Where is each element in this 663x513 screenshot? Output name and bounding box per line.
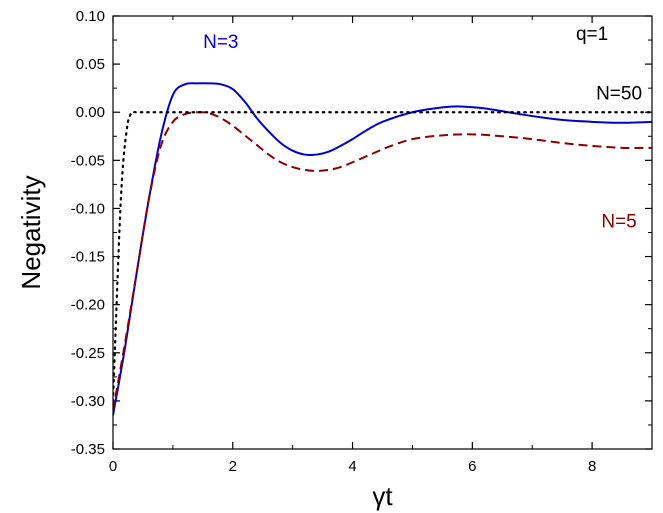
plot-frame bbox=[112, 15, 653, 450]
y-tick-label: -0.05 bbox=[71, 152, 105, 169]
y-axis-title: Negativity bbox=[16, 175, 46, 289]
series-lines bbox=[113, 82, 652, 416]
annotation-q: q=1 bbox=[576, 24, 608, 45]
y-tick-label: -0.10 bbox=[71, 200, 105, 217]
x-tick-label: 2 bbox=[229, 458, 237, 475]
series-line-n-5 bbox=[113, 111, 652, 411]
series-line-n-50 bbox=[113, 110, 652, 402]
y-tick-label: 0.05 bbox=[76, 56, 105, 73]
y-tick-label: -0.35 bbox=[71, 441, 105, 458]
series-labels: N=3 N=5 N=50 bbox=[203, 32, 642, 233]
series-line-n-3 bbox=[113, 82, 652, 416]
y-tick-label: -0.25 bbox=[71, 345, 105, 362]
y-tick-label: -0.30 bbox=[71, 393, 105, 410]
x-tick-label: 8 bbox=[588, 458, 596, 475]
x-tick-label: 4 bbox=[348, 458, 356, 475]
y-tick-label: 0.10 bbox=[76, 8, 105, 25]
y-tick-label: 0.00 bbox=[76, 104, 105, 121]
x-axis-title: γt bbox=[372, 481, 393, 511]
axis-ticks bbox=[112, 15, 652, 450]
series-label-n-50: N=50 bbox=[596, 84, 642, 105]
y-tick-label: -0.15 bbox=[71, 249, 105, 266]
series-label-n-5: N=5 bbox=[601, 212, 636, 233]
annotations: q=1 bbox=[576, 24, 608, 45]
axis-tick-labels: 0 2 4 6 8 -0.35 -0.30 -0.25 -0.20 -0.15 -0.10 -0.05… bbox=[71, 8, 596, 475]
y-tick-label: -0.20 bbox=[71, 297, 105, 314]
series-label-n-3: N=3 bbox=[203, 32, 238, 53]
x-tick-label: 6 bbox=[468, 458, 476, 475]
x-tick-label: 0 bbox=[109, 458, 117, 475]
